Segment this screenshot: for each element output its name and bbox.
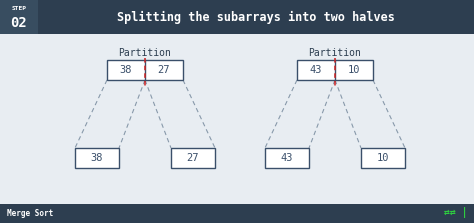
Bar	[361, 148, 405, 168]
Bar	[0, 0, 474, 34]
Text: 38: 38	[120, 65, 132, 75]
Text: 43: 43	[310, 65, 322, 75]
Text: Splitting the subarrays into two halves: Splitting the subarrays into two halves	[117, 10, 395, 24]
Bar	[297, 60, 373, 80]
Bar	[0, 0, 38, 34]
Text: STEP: STEP	[11, 6, 27, 12]
Text: 10: 10	[348, 65, 360, 75]
Text: 10: 10	[377, 153, 389, 163]
Text: Merge Sort: Merge Sort	[7, 209, 53, 218]
Text: ⇄⇄ |: ⇄⇄ |	[445, 207, 468, 218]
Bar	[265, 148, 309, 168]
Text: 02: 02	[10, 16, 27, 30]
Text: 27: 27	[158, 65, 170, 75]
Text: 43: 43	[281, 153, 293, 163]
Text: Partition: Partition	[118, 48, 172, 58]
Bar	[107, 60, 183, 80]
Bar	[0, 204, 474, 223]
Text: 38: 38	[91, 153, 103, 163]
Bar	[171, 148, 215, 168]
Bar	[75, 148, 119, 168]
Text: Partition: Partition	[309, 48, 362, 58]
Text: 27: 27	[187, 153, 199, 163]
